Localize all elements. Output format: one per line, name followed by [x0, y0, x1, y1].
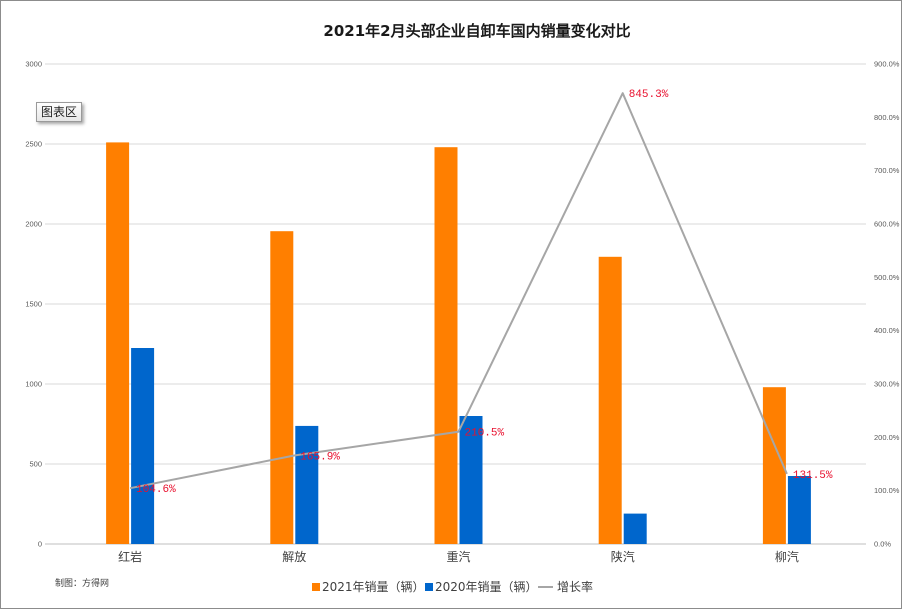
- category-label: 重汽: [446, 549, 470, 564]
- growth-rate-line[interactable]: [129, 92, 788, 490]
- y-right-tick-label: 300.0%: [874, 380, 900, 389]
- y-left-tick-label: 3000: [25, 60, 42, 69]
- y-left-tick-label: 2000: [25, 220, 42, 229]
- sales-bar-2020-2[interactable]: [459, 416, 483, 544]
- y-right-tick-label: 500.0%: [874, 273, 900, 282]
- sales-bar-2020-1[interactable]: [295, 425, 319, 544]
- y-right-tick-label: 900.0%: [874, 60, 900, 69]
- legend-entry-2020-sales[interactable]: 2020年销量（辆）: [425, 580, 538, 594]
- y-right-tick-label: 600.0%: [874, 220, 900, 229]
- y-left-tick-label: 2500: [25, 140, 42, 149]
- category-axis-labels: 红岩 解放 重汽 陕汽 柳汽: [118, 549, 799, 564]
- growth-rate-data-label: 104.6%: [136, 484, 176, 496]
- legend-entry-growth-rate[interactable]: 增长率: [538, 579, 593, 594]
- y-left-tick-label: 0: [38, 540, 42, 549]
- legend-entry-2021-sales[interactable]: 2021年销量（辆）: [312, 580, 425, 594]
- chart-credit: 制图：方得网: [55, 577, 109, 589]
- sales-bar-2021-3[interactable]: [598, 256, 622, 544]
- y-left-tick-label: 500: [29, 460, 42, 469]
- chart-area-tooltip: 图表区: [36, 102, 83, 122]
- legend-swatch-2020-sales: [425, 583, 433, 591]
- chart-title[interactable]: 2021年2月头部企业自卸车国内销量变化对比: [323, 22, 630, 40]
- category-label: 柳汽: [775, 549, 799, 564]
- legend[interactable]: 2021年销量（辆） 2020年销量（辆） 增长率: [312, 579, 593, 594]
- y-right-tick-label: 400.0%: [874, 326, 900, 335]
- sales-bar-2020-4[interactable]: [787, 476, 811, 544]
- y-left-tick-label: 1500: [25, 300, 42, 309]
- legend-swatch-2021-sales: [312, 583, 320, 591]
- legend-label-2021-sales: 2021年销量（辆）: [322, 580, 425, 594]
- category-label: 解放: [282, 549, 306, 564]
- sales-bar-2021-2[interactable]: [434, 147, 458, 544]
- category-label: 红岩: [118, 549, 142, 564]
- line-series[interactable]: [129, 92, 788, 490]
- data-labels: 104.6% 165.9% 210.5% 845.3% 131.5%: [136, 89, 833, 496]
- sales-bar-2020-3[interactable]: [623, 513, 647, 544]
- legend-label-2020-sales: 2020年销量（辆）: [435, 580, 538, 594]
- y-left-tick-label: 1000: [25, 380, 42, 389]
- growth-rate-data-label: 845.3%: [629, 89, 669, 101]
- sales-bar-2021-1[interactable]: [270, 231, 294, 544]
- gridlines: [45, 63, 866, 545]
- growth-rate-data-label: 131.5%: [793, 470, 833, 482]
- category-label: 陕汽: [611, 549, 635, 564]
- y-right-tick-label: 0.0%: [874, 540, 891, 549]
- growth-rate-data-label: 165.9%: [300, 452, 340, 464]
- sales-bar-2020-0[interactable]: [131, 348, 155, 544]
- bar-series[interactable]: [106, 142, 811, 544]
- y-right-tick-label: 700.0%: [874, 166, 900, 175]
- axis-tick-labels: 0 500 1000 1500 2000 2500 3000 0.0% 100.0% 200.0%…: [25, 60, 899, 549]
- sales-bar-2021-0[interactable]: [106, 142, 130, 544]
- y-right-tick-label: 800.0%: [874, 113, 900, 122]
- growth-rate-data-label: 210.5%: [465, 428, 505, 440]
- sales-bar-2021-4[interactable]: [762, 387, 786, 544]
- legend-label-growth-rate: 增长率: [557, 579, 593, 594]
- y-right-tick-label: 200.0%: [874, 433, 900, 442]
- y-right-tick-label: 100.0%: [874, 486, 900, 495]
